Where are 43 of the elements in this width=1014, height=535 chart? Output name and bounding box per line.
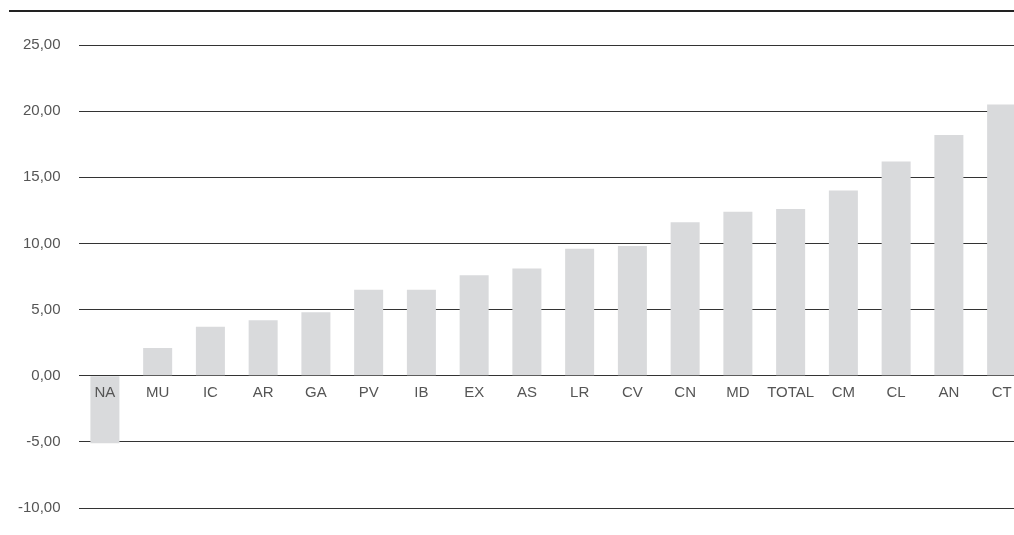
y-tick-label: -10,00 bbox=[17, 498, 61, 516]
x-tick-label: GA bbox=[305, 382, 327, 400]
bar bbox=[828, 190, 858, 376]
x-tick-label: CV bbox=[621, 382, 643, 400]
x-tick-label: NA bbox=[94, 382, 116, 400]
x-tick-label: AS bbox=[516, 382, 537, 400]
x-tick-label: CN bbox=[674, 382, 696, 400]
x-tick-label: MD bbox=[726, 382, 750, 400]
y-tick-label: 10,00 bbox=[22, 233, 61, 251]
bar bbox=[459, 275, 489, 376]
bar bbox=[881, 161, 911, 376]
y-tick-label: -5,00 bbox=[26, 432, 61, 449]
x-tick-label: TOTAL bbox=[767, 382, 815, 400]
x-tick-label: MU bbox=[145, 382, 170, 400]
bar bbox=[565, 248, 595, 376]
y-tick-label: 5,00 bbox=[31, 299, 61, 317]
x-tick-label: CM bbox=[831, 382, 856, 400]
bar bbox=[143, 347, 173, 376]
bar bbox=[248, 320, 278, 376]
x-tick-label: AN bbox=[938, 382, 960, 400]
x-tick-label: PV bbox=[358, 382, 379, 400]
bar bbox=[406, 289, 436, 376]
y-tick-label: 20,00 bbox=[22, 101, 61, 119]
bar bbox=[354, 289, 384, 376]
x-tick-label: IB bbox=[414, 382, 429, 400]
x-tick-label: LR bbox=[570, 382, 590, 400]
bar bbox=[90, 376, 120, 444]
y-tick-label: 25,00 bbox=[22, 35, 61, 53]
x-tick-label: IC bbox=[202, 382, 219, 400]
x-tick-label: EX bbox=[464, 382, 485, 400]
bar bbox=[776, 209, 806, 376]
bar bbox=[617, 246, 647, 376]
x-tick-label: CL bbox=[886, 382, 906, 400]
bar bbox=[512, 268, 542, 376]
x-tick-label: AR bbox=[252, 382, 274, 400]
bar bbox=[934, 134, 964, 376]
x-tick-label: CT bbox=[991, 382, 1012, 400]
y-tick-label: 15,00 bbox=[22, 167, 61, 185]
bar bbox=[195, 326, 225, 376]
bar bbox=[301, 312, 331, 376]
bar bbox=[670, 222, 700, 376]
bar bbox=[723, 211, 753, 376]
y-tick-label: 0,00 bbox=[31, 365, 61, 383]
